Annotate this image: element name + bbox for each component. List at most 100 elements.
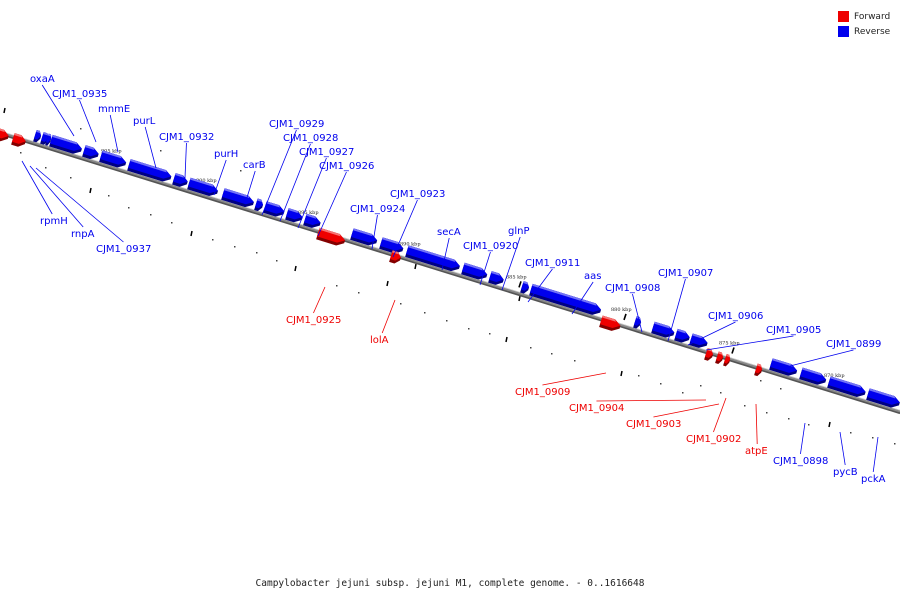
gene-label-cjm1-0909[interactable]: CJM1_0909 [515, 387, 570, 398]
scale-tick-label: 900 kbp [196, 178, 217, 184]
gene-glnp[interactable] [488, 271, 505, 287]
gene-label-cjm1-0902[interactable]: CJM1_0902 [686, 434, 741, 445]
gene-arrow-body [100, 150, 127, 165]
sequence-dot [468, 328, 470, 330]
gene-cjm1-0937[interactable] [45, 133, 52, 147]
gene-label-purl[interactable]: purL [133, 116, 156, 127]
gene-arrow-highlight [726, 354, 731, 358]
gene-cjm1-0906[interactable] [674, 328, 691, 345]
gene-rpmh[interactable] [33, 129, 42, 143]
gene-cjm1-0907[interactable] [651, 321, 676, 340]
leader-cjm1-0902 [713, 397, 727, 433]
gene-label-cjm1-0937[interactable]: CJM1_0937 [96, 244, 151, 255]
gene-arrow-highlight [532, 283, 597, 306]
scale-tick-label: 880 kbp [611, 307, 632, 313]
legend-item-reverse: Reverse [838, 24, 890, 39]
gene-cjm1-0925[interactable] [316, 227, 346, 248]
gene-cjm1-0911[interactable] [520, 281, 530, 295]
gene-purh[interactable] [187, 177, 219, 198]
gene-label-glnp[interactable]: glnP [508, 226, 530, 237]
gene-seca[interactable] [405, 245, 461, 273]
strand-legend: Forward Reverse [838, 9, 890, 39]
gene-cjm1-0903[interactable] [715, 351, 724, 365]
gene-label-cjm1-0925[interactable]: CJM1_0925 [286, 315, 341, 326]
gene-cjm1-0932[interactable] [172, 173, 189, 189]
gene-cjm1-0898[interactable] [799, 367, 827, 387]
gene-arrow-highlight [869, 388, 896, 399]
gene-arrow-highlight [0, 127, 5, 133]
gene-label-oxaa[interactable]: oxaA [30, 74, 55, 85]
gene-label-pycb[interactable]: pycB [833, 467, 858, 478]
gene-label-cjm1-0906[interactable]: CJM1_0906 [708, 311, 763, 322]
gene-purl[interactable] [127, 159, 173, 184]
gene-label-cjm1-0927[interactable]: CJM1_0927 [299, 147, 354, 158]
gene-label-purh[interactable]: purH [214, 149, 238, 160]
sequence-dash [386, 280, 389, 287]
gene-cjm1-0899[interactable] [769, 358, 798, 377]
gene-label-lola[interactable]: lolA [370, 335, 389, 346]
sequence-dot [240, 170, 242, 172]
gene-arrow-highlight [306, 213, 317, 219]
gene-label-atpe[interactable]: atpE [745, 446, 768, 457]
gene-pycb[interactable] [827, 376, 867, 399]
gene-label-cjm1-0932[interactable]: CJM1_0932 [159, 132, 214, 143]
gene-label-cjm1-0905[interactable]: CJM1_0905 [766, 325, 821, 336]
gene-cjm1-0902[interactable] [723, 354, 731, 367]
gene-edge-forward-b[interactable] [11, 133, 27, 148]
gene-label-cjm1-0920[interactable]: CJM1_0920 [463, 241, 518, 252]
gene-cjm1-0924[interactable] [350, 228, 378, 247]
gene-atpe[interactable] [754, 363, 763, 377]
gene-cjm1-0935[interactable] [82, 145, 100, 161]
leader-cjm1-0932 [184, 142, 187, 179]
gene-label-pcka[interactable]: pckA [861, 474, 886, 485]
gene-cjm1-0909[interactable] [599, 315, 622, 333]
gene-label-carb[interactable]: carB [243, 160, 266, 171]
legend-label-reverse: Reverse [854, 26, 891, 37]
gene-label-cjm1-0899[interactable]: CJM1_0899 [826, 339, 881, 350]
gene-oxaa[interactable] [49, 134, 83, 156]
gene-label-rnpa[interactable]: rnpA [71, 229, 95, 240]
leader-cjm1-0911 [527, 268, 553, 303]
gene-label-cjm1-0908[interactable]: CJM1_0908 [605, 283, 660, 294]
gene-label-cjm1-0904[interactable]: CJM1_0904 [569, 403, 624, 414]
gene-label-cjm1-0907[interactable]: CJM1_0907 [658, 268, 713, 279]
gene-arrow-body [12, 133, 26, 144]
gene-cjm1-0926[interactable] [303, 213, 322, 230]
gene-label-cjm1-0935[interactable]: CJM1_0935 [52, 89, 107, 100]
gene-cjm1-0929[interactable] [254, 198, 264, 213]
leader-seca [441, 237, 450, 271]
sequence-dot [638, 375, 640, 377]
leader-cjm1-0926 [317, 171, 347, 237]
gene-label-cjm1-0911[interactable]: CJM1_0911 [525, 258, 580, 269]
gene-label-seca[interactable]: secA [437, 227, 461, 238]
gene-arrow-body [128, 159, 172, 179]
sequence-dot [45, 167, 47, 169]
gene-edge-forward-a[interactable] [0, 127, 10, 144]
axis-shadow [0, 132, 900, 415]
gene-aas[interactable] [529, 283, 602, 317]
gene-arrow-highlight [130, 159, 167, 173]
leader-cjm1-0927 [297, 157, 327, 229]
gene-label-cjm1-0923[interactable]: CJM1_0923 [390, 189, 445, 200]
legend-label-forward: Forward [854, 11, 891, 22]
gene-label-rpmh[interactable]: rpmH [40, 216, 68, 227]
gene-cjm1-0927[interactable] [285, 208, 304, 224]
gene-label-cjm1-0926[interactable]: CJM1_0926 [319, 161, 374, 172]
gene-label-aas[interactable]: aas [584, 271, 601, 282]
gene-cjm1-0920[interactable] [461, 262, 488, 282]
gene-label-cjm1-0924[interactable]: CJM1_0924 [350, 204, 405, 215]
sequence-dash [190, 230, 193, 237]
gene-label-cjm1-0929[interactable]: CJM1_0929 [269, 119, 324, 130]
gene-cjm1-0904[interactable] [704, 348, 714, 362]
gene-pcka[interactable] [866, 388, 900, 409]
leader-pycb [839, 431, 846, 466]
gene-label-cjm1-0898[interactable]: CJM1_0898 [773, 456, 828, 467]
gene-label-mnme[interactable]: mnmE [98, 104, 130, 115]
gene-mnme[interactable] [99, 150, 127, 169]
gene-lola[interactable] [389, 250, 402, 264]
gene-arrow-body [188, 177, 218, 194]
gene-label-cjm1-0928[interactable]: CJM1_0928 [283, 133, 338, 144]
gene-label-cjm1-0903[interactable]: CJM1_0903 [626, 419, 681, 430]
gene-cjm1-0928[interactable] [263, 201, 286, 218]
